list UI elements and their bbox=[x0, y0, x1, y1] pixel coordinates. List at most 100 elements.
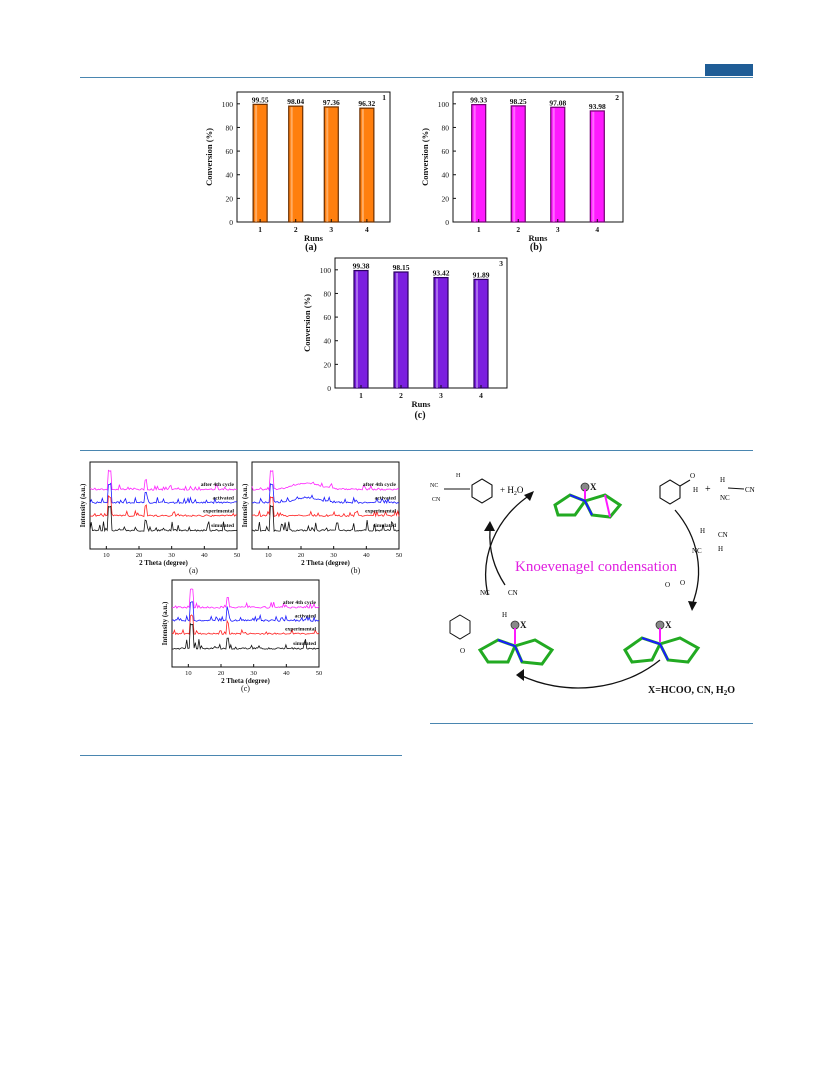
x-axis-label: Runs bbox=[412, 399, 432, 409]
y-tick-label: 60 bbox=[226, 147, 234, 156]
catalyst-left: X bbox=[477, 620, 555, 666]
panel-tag: (c) bbox=[414, 410, 425, 421]
trace-label: activated bbox=[213, 495, 234, 501]
pxrd-patterns: 10 20 30 40 50 2 Theta (degree) Intensity (a.u… bbox=[79, 461, 403, 693]
bar-value-label: 91.89 bbox=[473, 270, 490, 279]
svg-text:O: O bbox=[690, 472, 695, 480]
y-axis-label: Intensity (a.u.) bbox=[241, 483, 249, 527]
svg-text:NC: NC bbox=[720, 494, 730, 502]
bar-value-label: 98.04 bbox=[287, 97, 304, 106]
trace-label: experimental bbox=[285, 626, 316, 632]
x-tick-label: 3 bbox=[556, 225, 560, 234]
catalyst-right: X bbox=[623, 620, 701, 664]
y-tick-label: 80 bbox=[442, 123, 450, 132]
svg-text:NC: NC bbox=[480, 589, 490, 597]
catalyst-top: X bbox=[553, 482, 623, 519]
svg-text:NC: NC bbox=[692, 547, 702, 555]
x-axis-label: Runs bbox=[304, 233, 324, 243]
y-tick-label: 20 bbox=[442, 194, 450, 203]
y-tick-label: 40 bbox=[324, 337, 332, 346]
y-tick-label: 60 bbox=[324, 313, 332, 322]
y-tick-label: 0 bbox=[445, 218, 449, 227]
xrd-trace bbox=[251, 483, 400, 504]
svg-text:O: O bbox=[460, 647, 465, 655]
bar-value-label: 98.25 bbox=[510, 97, 527, 106]
bar-value-label: 98.15 bbox=[393, 263, 410, 272]
scheme-footer: X=HCOO, CN, H2O bbox=[648, 685, 735, 697]
xrd-panel: 10 20 30 40 50 2 Theta (degree) Intensity (a.u… bbox=[79, 461, 241, 575]
plot-frame bbox=[89, 461, 238, 550]
bar-value-label: 93.98 bbox=[589, 102, 606, 111]
xrd-panel: 10 20 30 40 50 2 Theta (degree) Intensity (a.u… bbox=[241, 461, 403, 575]
y-tick-label: 80 bbox=[226, 123, 234, 132]
svg-text:O: O bbox=[680, 579, 685, 587]
svg-text:+: + bbox=[705, 484, 711, 495]
x-tick-label: 20 bbox=[218, 670, 225, 677]
cycle-arrow bbox=[485, 494, 531, 596]
x-tick-label: 2 bbox=[294, 225, 298, 234]
panel-number: 1 bbox=[382, 93, 386, 102]
x-tick-label: 10 bbox=[103, 552, 110, 559]
bar-value-label: 97.08 bbox=[549, 98, 566, 107]
xrd-trace bbox=[251, 496, 400, 518]
trace-label: after 4th cycle bbox=[283, 600, 317, 606]
x-tick-label: 4 bbox=[595, 225, 599, 234]
svg-text:H: H bbox=[720, 476, 725, 484]
intermediate-left: NC CN H O bbox=[449, 589, 518, 655]
xrd-trace bbox=[171, 588, 320, 609]
trace-label: activated bbox=[295, 613, 316, 619]
x-tick-label: 2 bbox=[399, 391, 403, 400]
x-tick-label: 50 bbox=[316, 670, 323, 677]
panel-tag: (c) bbox=[241, 684, 250, 693]
y-tick-label: 20 bbox=[324, 360, 332, 369]
x-tick-label: 10 bbox=[265, 552, 272, 559]
trace-label: simulated bbox=[373, 523, 396, 529]
xrd-trace bbox=[171, 622, 320, 651]
trace-label: after 4th cycle bbox=[201, 482, 235, 488]
panel-tag: (b) bbox=[530, 242, 542, 253]
panel-number: 2 bbox=[615, 93, 619, 102]
bar-chart-panel: 0 20 40 60 80 100 Conversion (%) 99.38 1 98.15 2 93… bbox=[302, 257, 508, 421]
bar-value-label: 96.32 bbox=[358, 99, 375, 108]
bar-chart-panel: 0 20 40 60 80 100 Conversion (%) 99.55 1 98.04 2 97… bbox=[204, 91, 391, 253]
trace-label: simulated bbox=[293, 641, 316, 647]
x-tick-label: 50 bbox=[396, 552, 403, 559]
svg-text:X: X bbox=[590, 482, 597, 492]
xrd-trace bbox=[251, 504, 400, 533]
svg-text:+ H2O: + H2O bbox=[500, 485, 524, 497]
y-tick-label: 0 bbox=[327, 384, 331, 393]
x-tick-label: 40 bbox=[201, 552, 208, 559]
plot-frame bbox=[236, 91, 391, 223]
x-tick-label: 40 bbox=[363, 552, 370, 559]
y-axis-label: Conversion (%) bbox=[302, 294, 312, 352]
x-tick-label: 10 bbox=[185, 670, 192, 677]
x-tick-label: 50 bbox=[234, 552, 241, 559]
scheme-title: Knoevenagel condensation bbox=[515, 559, 678, 575]
header-rule bbox=[80, 77, 753, 78]
y-tick-label: 100 bbox=[320, 266, 332, 275]
y-axis-label: Conversion (%) bbox=[204, 128, 214, 186]
header-accent-tab bbox=[705, 64, 753, 76]
x-tick-label: 3 bbox=[439, 391, 443, 400]
svg-text:CN: CN bbox=[718, 531, 728, 539]
bar-value-label: 99.38 bbox=[353, 262, 370, 271]
section-rule bbox=[80, 450, 753, 451]
trace-label: experimental bbox=[365, 508, 396, 514]
x-tick-label: 30 bbox=[250, 670, 257, 677]
svg-text:X: X bbox=[665, 620, 672, 630]
y-tick-label: 40 bbox=[226, 171, 234, 180]
panel-tag: (a) bbox=[189, 566, 198, 575]
y-tick-label: 40 bbox=[442, 171, 450, 180]
svg-text:CN: CN bbox=[508, 589, 518, 597]
product: NC CN H + H2O bbox=[430, 473, 524, 504]
x-tick-label: 20 bbox=[136, 552, 143, 559]
xrd-trace bbox=[171, 614, 320, 636]
plot-frame bbox=[334, 257, 508, 389]
x-axis-label: 2 Theta (degree) bbox=[221, 677, 270, 685]
x-axis-label: 2 Theta (degree) bbox=[301, 559, 350, 567]
x-tick-label: 2 bbox=[516, 225, 520, 234]
x-tick-label: 30 bbox=[330, 552, 337, 559]
y-tick-label: 60 bbox=[442, 147, 450, 156]
xrd-trace bbox=[89, 469, 238, 491]
svg-text:H: H bbox=[718, 545, 723, 553]
